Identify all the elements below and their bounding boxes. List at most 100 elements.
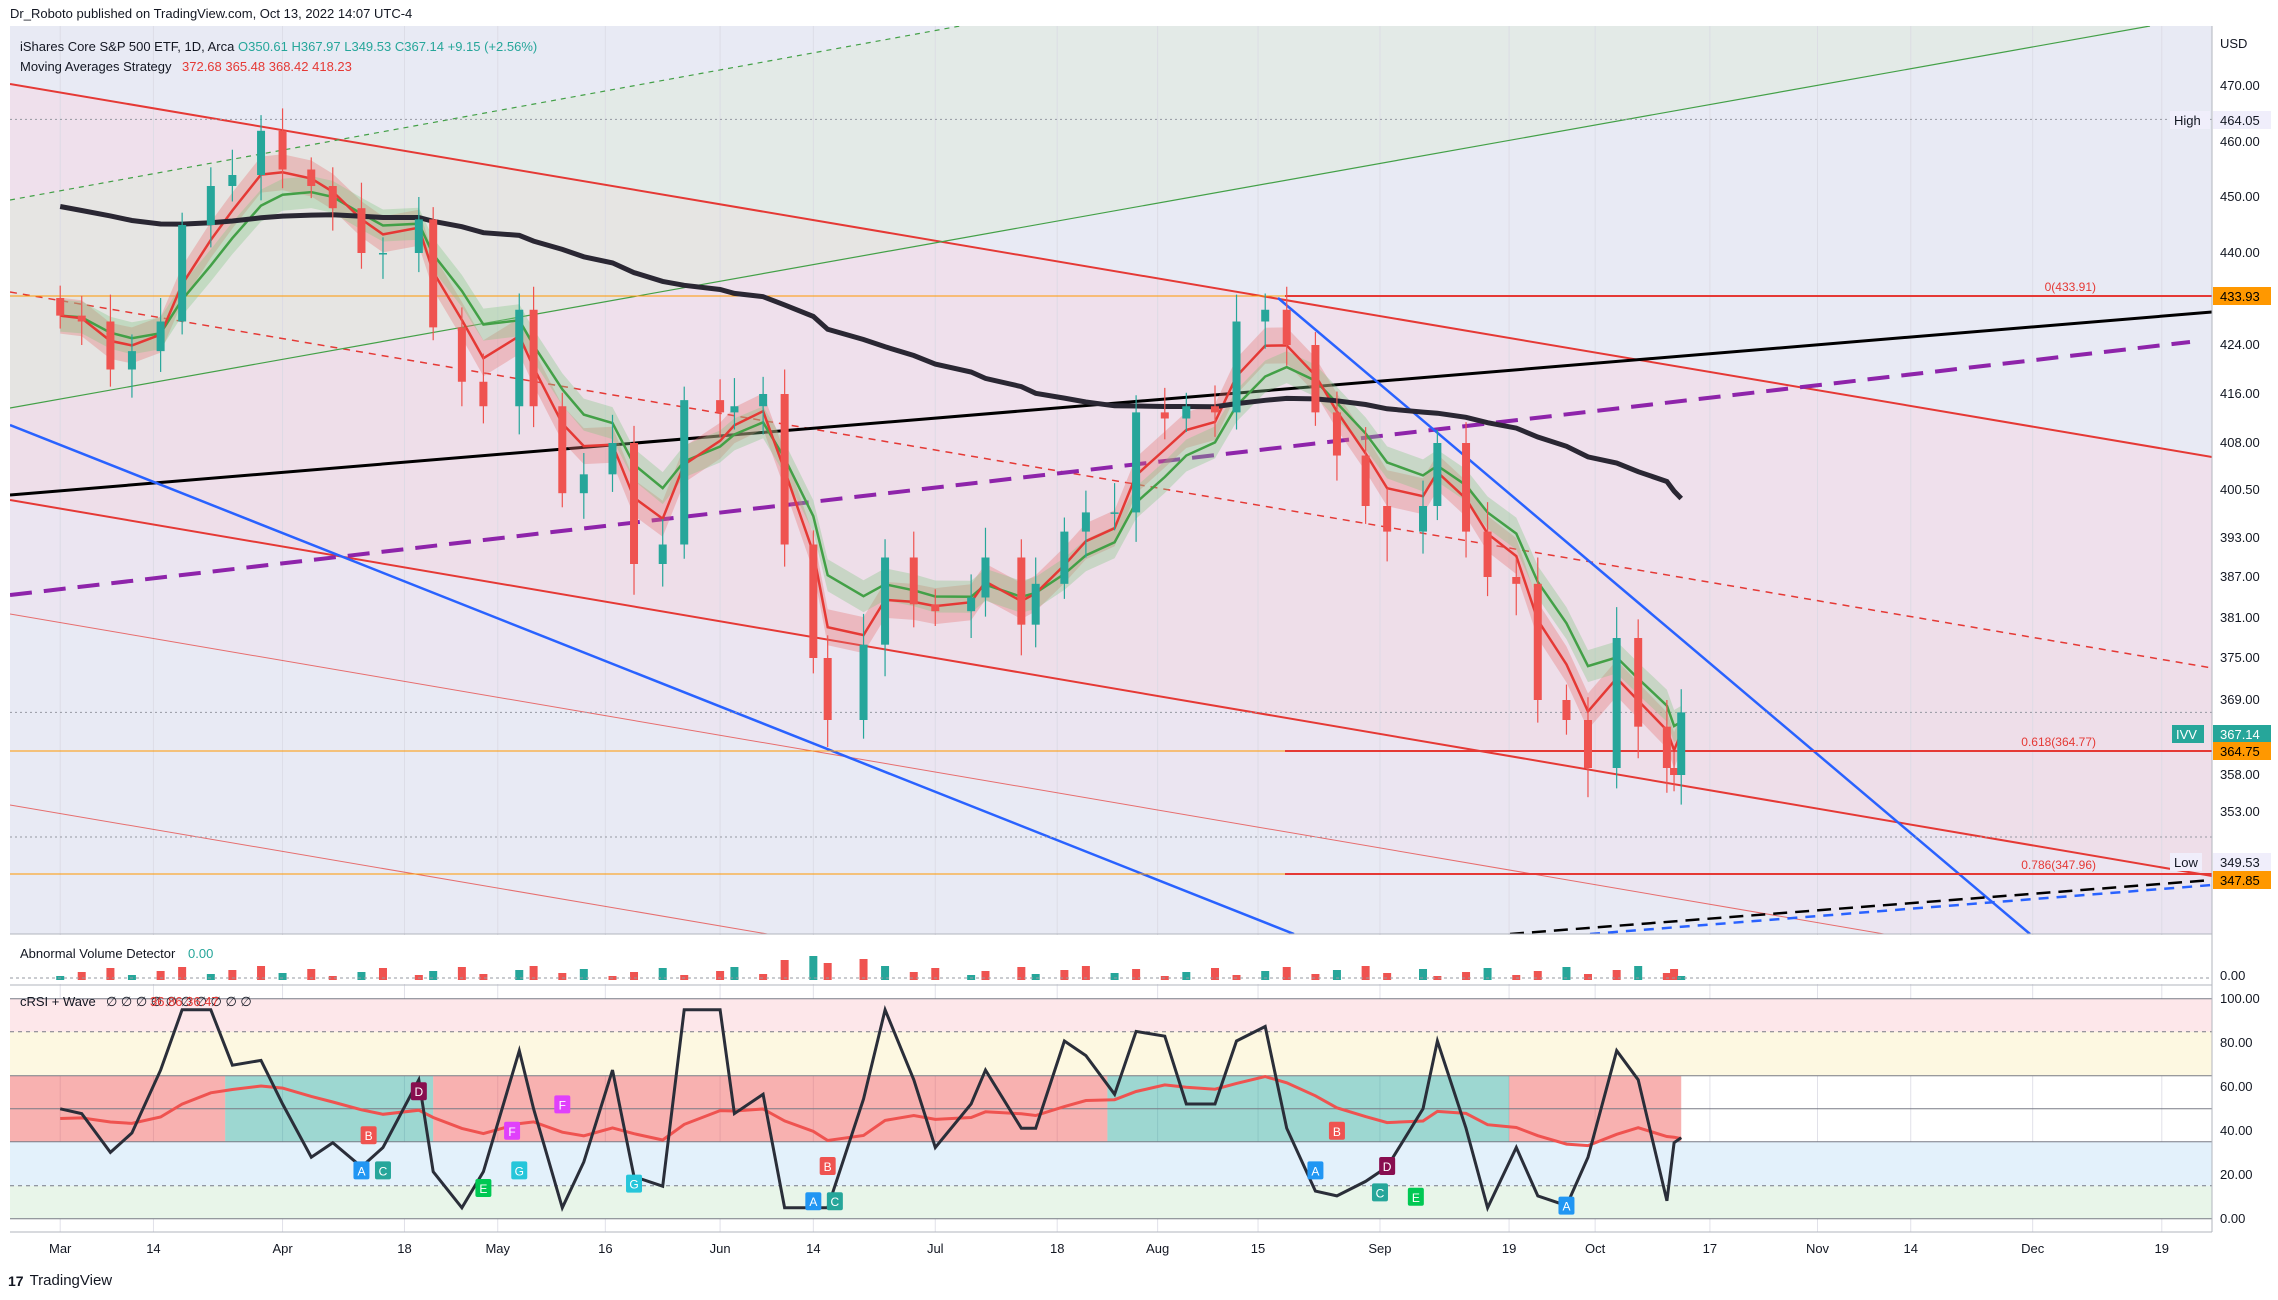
volume-bar xyxy=(278,973,287,980)
fib-label: 0(433.91) xyxy=(2045,280,2096,294)
x-tick-label: Nov xyxy=(1806,1241,1830,1256)
signal-text: A xyxy=(357,1164,365,1178)
crsi-signal-E: E xyxy=(475,1179,492,1197)
low-tag-bg xyxy=(2213,853,2271,871)
signal-text: A xyxy=(809,1195,817,1209)
strategy-label[interactable]: Moving Averages Strategy xyxy=(20,59,172,74)
signal-badge xyxy=(475,1179,492,1197)
blue-trendline-lower xyxy=(10,423,1295,934)
candle xyxy=(106,294,115,387)
signal-text: C xyxy=(831,1195,840,1209)
candle-body xyxy=(1031,583,1040,625)
low-label: Low xyxy=(2174,855,2198,870)
crsi-label[interactable]: cRSI + Wave xyxy=(20,994,96,1009)
brand[interactable]: 17 TradingView xyxy=(8,1272,112,1289)
signal-badge xyxy=(1379,1157,1396,1175)
y-tick-label: 375.00 xyxy=(2220,650,2260,665)
volume-bar xyxy=(1311,974,1320,980)
candle xyxy=(680,386,689,559)
volume-bar xyxy=(1383,973,1392,980)
crsi-y-tick: 0.00 xyxy=(2220,1211,2245,1226)
signal-badge xyxy=(1558,1196,1575,1215)
crsi-signal-G: G xyxy=(626,1174,643,1193)
crsi-y-tick: 100.00 xyxy=(2220,991,2260,1006)
candle xyxy=(1677,689,1686,805)
candle xyxy=(1060,517,1069,599)
x-tick-label: Mar xyxy=(49,1241,72,1256)
price-axis: 470.00460.00450.00440.00432.00424.00416.… xyxy=(2021,78,2260,884)
pitchfork-upper-line xyxy=(10,83,2212,458)
candle xyxy=(206,167,215,248)
signal-text: D xyxy=(415,1085,424,1099)
candle xyxy=(1282,286,1291,366)
volume-bar xyxy=(357,972,366,980)
candle xyxy=(429,207,438,341)
candle-body xyxy=(759,394,768,407)
candle xyxy=(608,414,617,492)
volume-bar xyxy=(307,969,316,980)
x-tick-label: 19 xyxy=(1502,1241,1516,1256)
y-tick-label: 381.00 xyxy=(2220,610,2260,625)
x-tick-label: 18 xyxy=(1050,1241,1064,1256)
candle xyxy=(881,539,890,677)
candle-body xyxy=(1562,700,1571,720)
candle xyxy=(1562,684,1571,735)
candle xyxy=(931,589,940,626)
candle xyxy=(156,298,165,372)
volume-bar xyxy=(1211,968,1220,980)
candle-body xyxy=(178,225,187,322)
price-tags: High 464.05 433.93 IVV 367.14 364.75 Low 349.53… xyxy=(2170,111,2271,889)
candle-body xyxy=(1512,577,1521,584)
volume-bar xyxy=(106,968,115,980)
volume-label[interactable]: Abnormal Volume Detector xyxy=(20,946,176,961)
candle-body xyxy=(809,544,818,658)
red-ma-band xyxy=(60,154,1682,769)
x-tick-label: 14 xyxy=(1904,1241,1918,1256)
volume-bar xyxy=(630,972,639,980)
candle xyxy=(1110,483,1119,531)
volume-bar xyxy=(780,960,789,980)
candle-body xyxy=(206,186,215,225)
candle xyxy=(278,108,287,189)
volume-value: 0.00 xyxy=(188,946,213,961)
y-tick-label: 387.00 xyxy=(2220,569,2260,584)
volume-bar xyxy=(1483,968,1492,980)
candle-body xyxy=(881,557,890,645)
candle xyxy=(981,527,990,617)
candle-body xyxy=(1081,512,1090,532)
high-tag-bg xyxy=(2213,111,2271,129)
candle xyxy=(257,115,266,201)
candle xyxy=(1462,422,1471,558)
low-label-bg xyxy=(2170,853,2202,871)
green-channel-lower xyxy=(10,26,2151,409)
volume-bar xyxy=(257,966,266,980)
level-3-tag: 347.85 xyxy=(2220,873,2260,888)
last-price-tag-bg xyxy=(2213,725,2271,743)
symbol-tag: IVV xyxy=(2176,727,2197,742)
candle-body xyxy=(378,253,387,255)
signal-text: B xyxy=(824,1160,832,1174)
y-tick-label: 353.00 xyxy=(2220,804,2260,819)
candle-body xyxy=(328,186,337,209)
lower-band xyxy=(10,500,2212,934)
x-tick-label: 15 xyxy=(1251,1241,1265,1256)
candle-body xyxy=(608,443,617,475)
volume-axis-zero: 0.00 xyxy=(2220,968,2245,983)
x-tick-label: Jun xyxy=(710,1241,731,1256)
x-tick-label: 19 xyxy=(2155,1241,2169,1256)
candle xyxy=(630,425,639,595)
level-2-tag: 433.93 xyxy=(2220,289,2260,304)
candle-body xyxy=(1361,455,1370,506)
candle xyxy=(1031,557,1040,648)
x-tick-label: Dec xyxy=(2021,1241,2045,1256)
crsi-signal-A: A xyxy=(353,1161,370,1180)
signal-badge xyxy=(554,1095,571,1114)
candle-body xyxy=(909,557,918,605)
x-tick-label: 17 xyxy=(1703,1241,1717,1256)
signal-text: B xyxy=(365,1129,373,1143)
candle-body xyxy=(457,327,466,382)
candle xyxy=(859,613,868,739)
candle-body xyxy=(967,597,976,612)
volume-bar xyxy=(1462,972,1471,980)
